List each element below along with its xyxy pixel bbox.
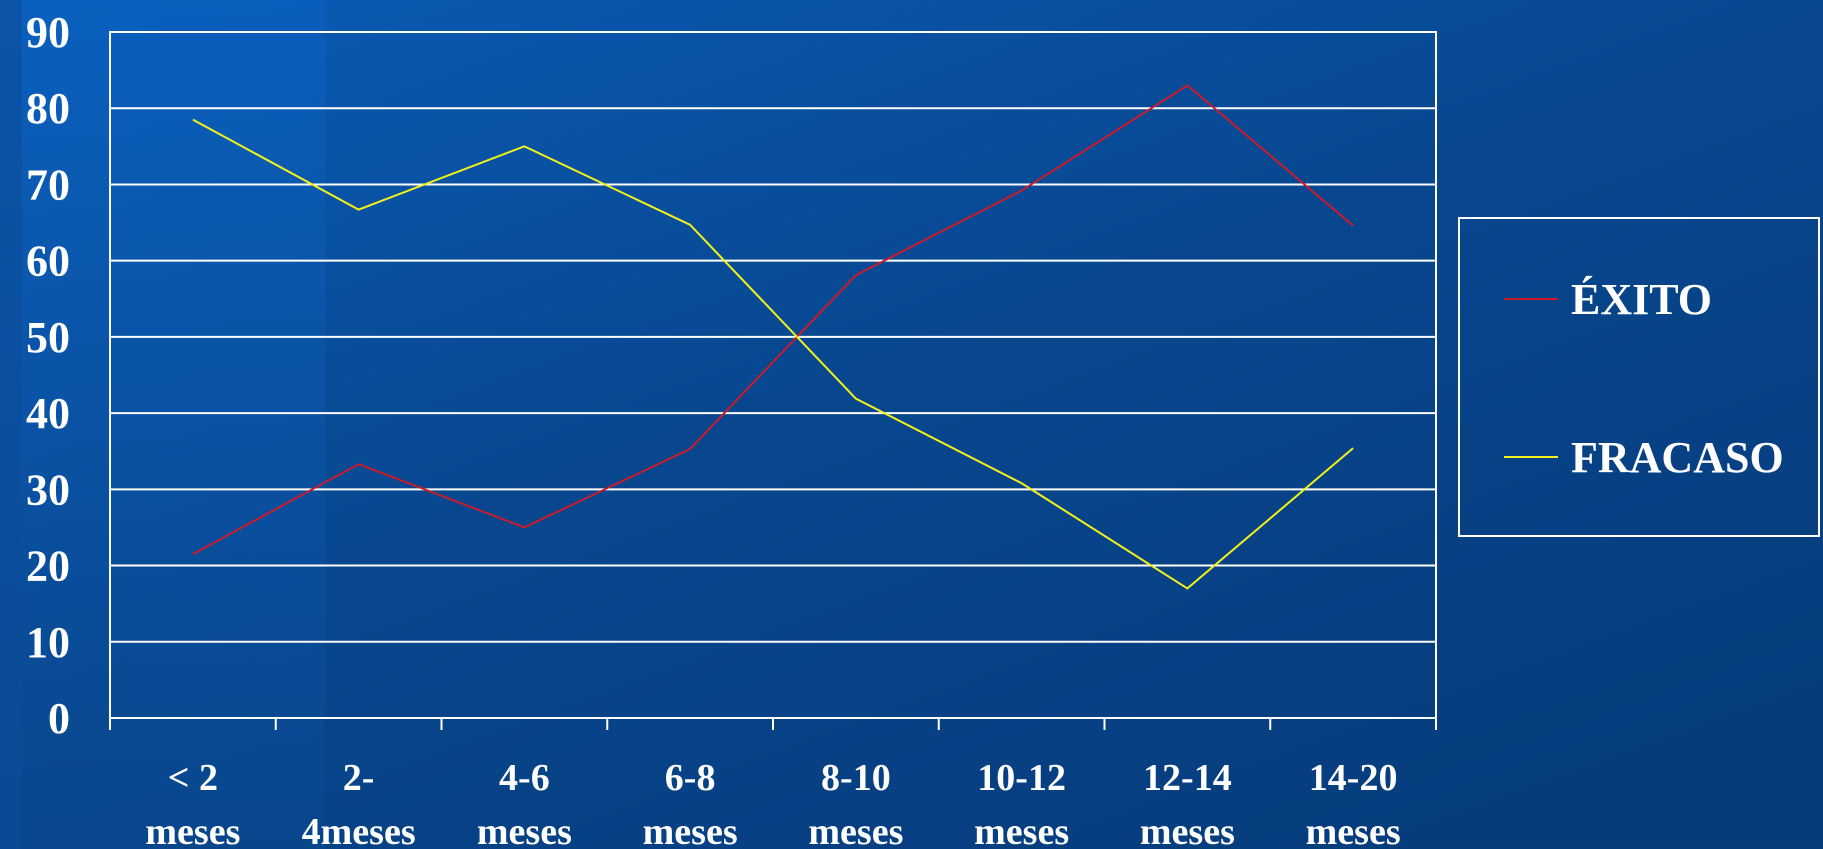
legend-box bbox=[1458, 217, 1820, 537]
x-tick-label: < 2 meses bbox=[145, 757, 240, 849]
x-tick-label-line: < 2 bbox=[168, 757, 218, 799]
x-tick-label-line: meses bbox=[974, 811, 1069, 849]
y-tick-label: 10 bbox=[26, 618, 70, 667]
x-tick-label: 2- 4meses bbox=[302, 757, 416, 849]
legend: ÉXITO FRACASO bbox=[1458, 217, 1820, 537]
y-axis-tick-labels: 0 10 20 30 40 50 60 70 80 90 bbox=[26, 8, 70, 743]
background-left-panel bbox=[0, 0, 325, 849]
x-tick-label: 10-12 meses bbox=[974, 757, 1069, 849]
legend-label: ÉXITO bbox=[1571, 275, 1712, 324]
x-tick-label: 12-14 meses bbox=[1140, 757, 1235, 849]
x-tick-label-line: 10-12 bbox=[977, 757, 1066, 799]
x-tick-label-line: meses bbox=[477, 811, 572, 849]
x-tick-label: 6-8 meses bbox=[643, 757, 738, 849]
gridlines bbox=[110, 107, 1436, 643]
x-tick-label-line: 4meses bbox=[302, 811, 416, 849]
x-axis-tick-labels: < 2 meses 2- 4meses 4-6 meses 6-8 meses 8-10 mese… bbox=[145, 757, 1400, 849]
series-lines bbox=[192, 84, 1354, 590]
x-tick-label: 8-10 meses bbox=[808, 757, 903, 849]
y-tick-label: 20 bbox=[26, 542, 70, 591]
x-tick-label-line: meses bbox=[808, 811, 903, 849]
y-tick-label: 40 bbox=[26, 389, 70, 438]
y-tick-label: 90 bbox=[26, 8, 70, 57]
y-tick-label: 50 bbox=[26, 313, 70, 362]
background-left-strip bbox=[0, 0, 22, 849]
x-tick-label-line: 14-20 bbox=[1309, 757, 1398, 799]
y-tick-label: 80 bbox=[26, 84, 70, 133]
x-tick-label-line: 2- bbox=[343, 757, 375, 799]
x-tick-label-line: meses bbox=[1140, 811, 1235, 849]
plot-area-frame bbox=[109, 31, 1437, 719]
series-line bbox=[192, 84, 1354, 556]
y-tick-label: 0 bbox=[48, 694, 70, 743]
series-line bbox=[192, 118, 1354, 590]
x-tick-label-line: 6-8 bbox=[665, 757, 716, 799]
y-tick-label: 30 bbox=[26, 465, 70, 514]
x-tick-label-line: 8-10 bbox=[821, 757, 891, 799]
y-tick-label: 60 bbox=[26, 237, 70, 286]
x-tick-label-line: meses bbox=[1306, 811, 1401, 849]
x-tick-label-line: meses bbox=[145, 811, 240, 849]
x-axis-ticks bbox=[109, 718, 1437, 730]
x-tick-label: 14-20 meses bbox=[1306, 757, 1401, 849]
x-tick-label-line: meses bbox=[643, 811, 738, 849]
x-tick-label-line: 12-14 bbox=[1143, 757, 1232, 799]
x-tick-label-line: 4-6 bbox=[499, 757, 550, 799]
legend-label: FRACASO bbox=[1571, 433, 1784, 482]
x-tick-label: 4-6 meses bbox=[477, 757, 572, 849]
y-tick-label: 70 bbox=[26, 160, 70, 209]
